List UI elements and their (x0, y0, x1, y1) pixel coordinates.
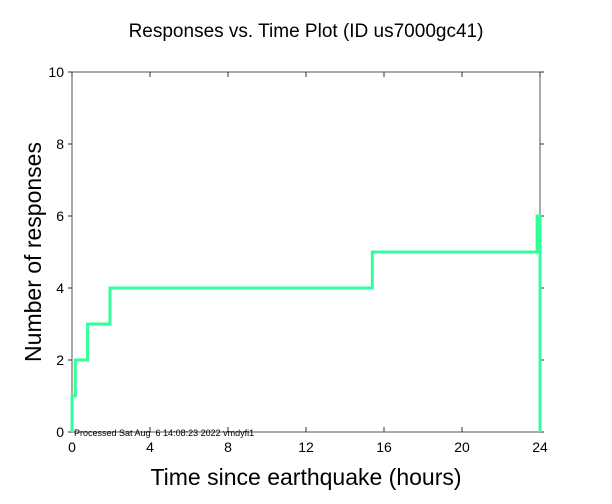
series-line-responses (70, 214, 542, 432)
y-tick-label: 0 (56, 424, 64, 440)
x-tick-label: 0 (68, 439, 76, 455)
y-tick-label: 2 (56, 352, 64, 368)
x-tick-label: 4 (146, 439, 154, 455)
y-tick-label: 8 (56, 136, 64, 152)
x-tick-label: 20 (454, 439, 470, 455)
x-tick-label: 16 (376, 439, 392, 455)
x-axis-label: Time since earthquake (hours) (150, 464, 461, 490)
x-tick-label: 12 (298, 439, 314, 455)
y-tick-label: 4 (56, 280, 64, 296)
y-tick-label: 6 (56, 208, 64, 224)
y-tick-label: 10 (48, 64, 64, 80)
chart-title: Responses vs. Time Plot (ID us7000gc41) (129, 21, 484, 42)
processed-annotation: Processed Sat Aug 6 14:08:23 2022 vmdyfi… (74, 428, 254, 438)
y-axis-label: Number of responses (20, 142, 46, 362)
x-tick-label: 8 (224, 439, 232, 455)
x-tick-label: 24 (532, 439, 548, 455)
